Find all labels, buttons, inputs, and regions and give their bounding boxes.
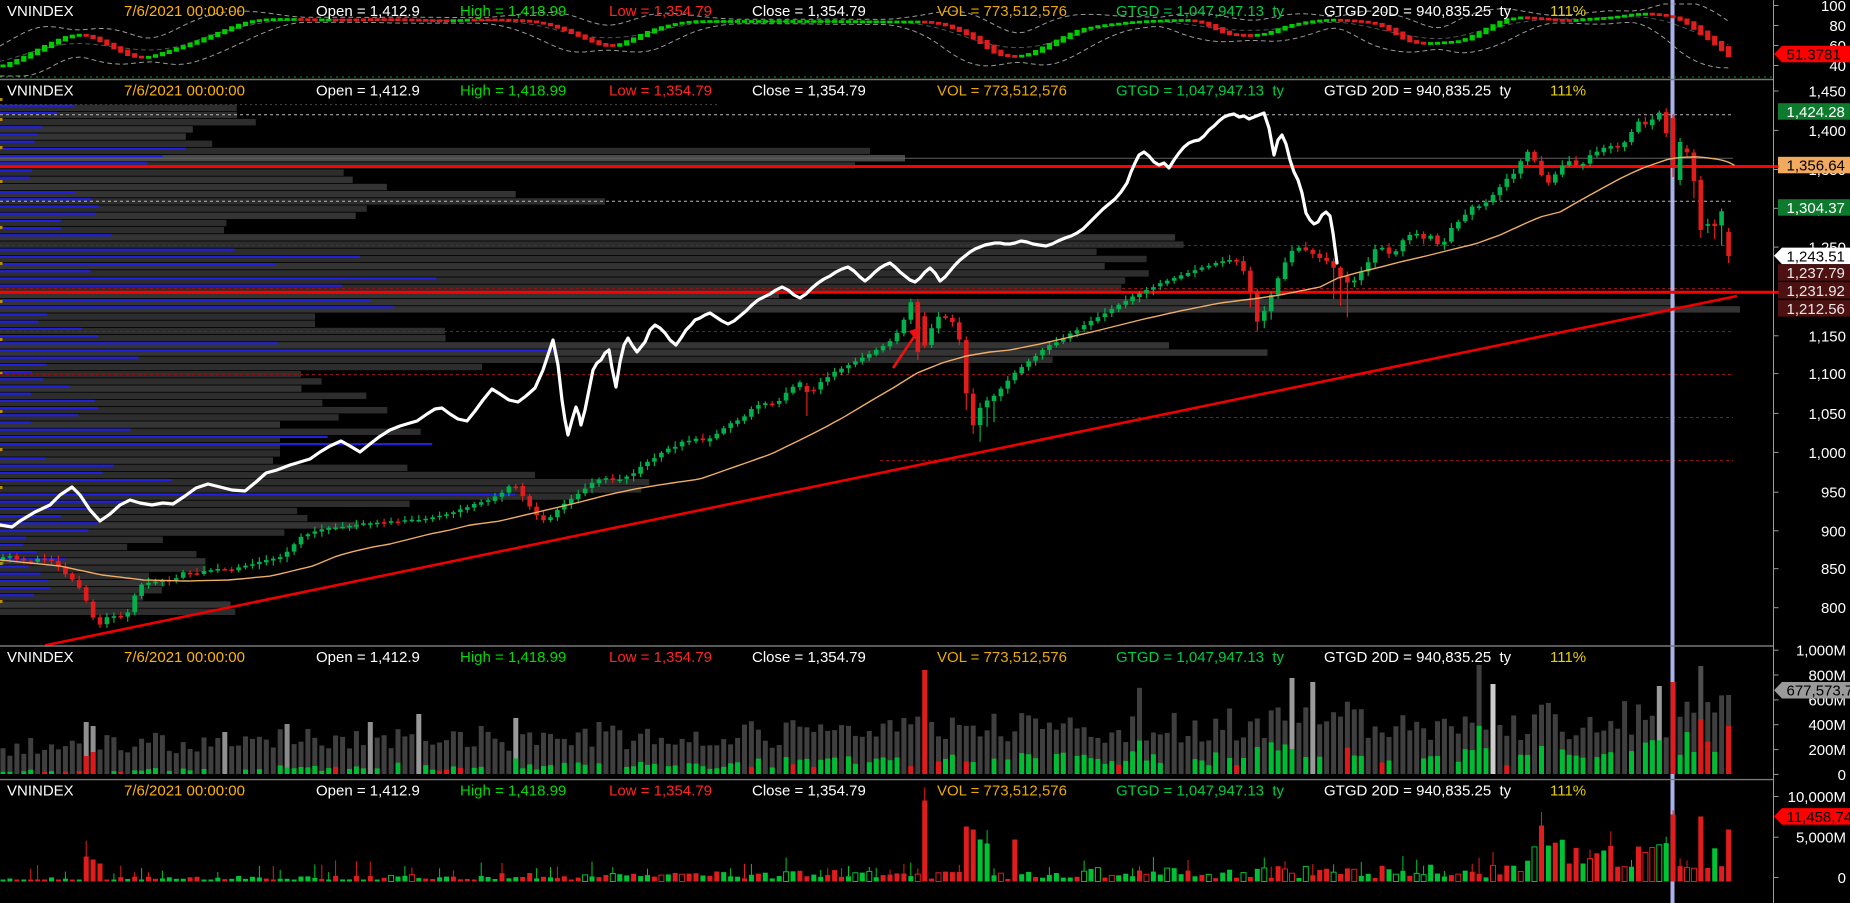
svg-text:Open = 1,412.9: Open = 1,412.9 [316,3,420,20]
svg-text:1,450: 1,450 [1808,84,1846,101]
svg-text:7/6/2021 00:00:00: 7/6/2021 00:00:00 [124,83,245,100]
svg-text:GTGD 20D = 940,835.25 ty: GTGD 20D = 940,835.25 ty [1324,649,1512,666]
svg-text:Close = 1,354.79: Close = 1,354.79 [752,649,866,666]
svg-text:100: 100 [1821,0,1846,15]
svg-text:1,243.51: 1,243.51 [1787,248,1845,265]
svg-text:111%: 111% [1550,3,1586,20]
svg-text:Low = 1,354.79: Low = 1,354.79 [609,83,712,100]
svg-text:GTGD = 1,047,947.13 ty: GTGD = 1,047,947.13 ty [1116,649,1285,666]
svg-text:GTGD 20D = 940,835.25 ty: GTGD 20D = 940,835.25 ty [1324,783,1512,800]
svg-text:1,212.56: 1,212.56 [1787,301,1845,318]
svg-text:VOL = 773,512,576: VOL = 773,512,576 [937,83,1067,100]
svg-text:High = 1,418.99: High = 1,418.99 [460,783,566,800]
svg-text:1,231.92: 1,231.92 [1787,283,1845,300]
svg-text:VNINDEX: VNINDEX [7,783,74,800]
svg-text:0: 0 [1838,870,1846,887]
svg-text:1,000: 1,000 [1808,445,1846,462]
svg-text:Close = 1,354.79: Close = 1,354.79 [752,783,866,800]
svg-text:1,237.79: 1,237.79 [1787,265,1845,282]
svg-text:1,000M: 1,000M [1796,643,1846,660]
svg-text:111%: 111% [1550,783,1586,800]
svg-text:VNINDEX: VNINDEX [7,649,74,666]
svg-text:GTGD = 1,047,947.13 ty: GTGD = 1,047,947.13 ty [1116,3,1285,20]
svg-text:111%: 111% [1550,83,1586,100]
svg-text:5,000M: 5,000M [1796,830,1846,847]
svg-text:200M: 200M [1808,742,1846,759]
svg-text:950: 950 [1821,485,1846,502]
svg-text:GTGD 20D = 940,835.25 ty: GTGD 20D = 940,835.25 ty [1324,3,1512,20]
svg-text:7/6/2021 00:00:00: 7/6/2021 00:00:00 [124,783,245,800]
svg-text:Low = 1,354.79: Low = 1,354.79 [609,3,712,20]
svg-text:10,000M: 10,000M [1788,789,1846,806]
svg-text:Close = 1,354.79: Close = 1,354.79 [752,3,866,20]
svg-text:1,424.28: 1,424.28 [1787,104,1845,121]
svg-text:11,458,74: 11,458,74 [1787,809,1850,826]
svg-text:High = 1,418.99: High = 1,418.99 [460,83,566,100]
svg-text:VOL = 773,512,576: VOL = 773,512,576 [937,649,1067,666]
svg-text:7/6/2021 00:00:00: 7/6/2021 00:00:00 [124,649,245,666]
svg-text:VNINDEX: VNINDEX [7,83,74,100]
svg-text:VOL = 773,512,576: VOL = 773,512,576 [937,783,1067,800]
svg-text:Close = 1,354.79: Close = 1,354.79 [752,83,866,100]
svg-text:800: 800 [1821,600,1846,617]
svg-text:GTGD = 1,047,947.13 ty: GTGD = 1,047,947.13 ty [1116,83,1285,100]
svg-text:GTGD = 1,047,947.13 ty: GTGD = 1,047,947.13 ty [1116,783,1285,800]
svg-text:High = 1,418.99: High = 1,418.99 [460,3,566,20]
svg-text:1,356.64: 1,356.64 [1787,158,1845,175]
svg-text:Open = 1,412.9: Open = 1,412.9 [316,783,420,800]
svg-text:800M: 800M [1808,668,1846,685]
svg-text:VNINDEX: VNINDEX [7,3,74,20]
svg-text:400M: 400M [1808,717,1846,734]
svg-text:40: 40 [1829,58,1846,75]
svg-text:1,050: 1,050 [1808,406,1846,423]
svg-text:51.3781: 51.3781 [1787,47,1841,64]
svg-text:1,150: 1,150 [1808,328,1846,345]
svg-text:High = 1,418.99: High = 1,418.99 [460,649,566,666]
svg-text:GTGD 20D = 940,835.25 ty: GTGD 20D = 940,835.25 ty [1324,83,1512,100]
svg-text:111%: 111% [1550,649,1586,666]
svg-text:850: 850 [1821,561,1846,578]
svg-text:1,400: 1,400 [1808,123,1846,140]
svg-text:7/6/2021 00:00:00: 7/6/2021 00:00:00 [124,3,245,20]
svg-text:Low = 1,354.79: Low = 1,354.79 [609,783,712,800]
svg-text:Low = 1,354.79: Low = 1,354.79 [609,649,712,666]
svg-text:Open = 1,412.9: Open = 1,412.9 [316,83,420,100]
svg-text:VOL = 773,512,576: VOL = 773,512,576 [937,3,1067,20]
svg-text:80: 80 [1829,18,1846,35]
svg-text:Open = 1,412.9: Open = 1,412.9 [316,649,420,666]
svg-text:677,573.76: 677,573.76 [1787,683,1850,700]
svg-text:1,100: 1,100 [1808,366,1846,383]
svg-text:0: 0 [1838,767,1846,784]
svg-text:1,304.37: 1,304.37 [1787,200,1845,217]
svg-text:900: 900 [1821,523,1846,540]
